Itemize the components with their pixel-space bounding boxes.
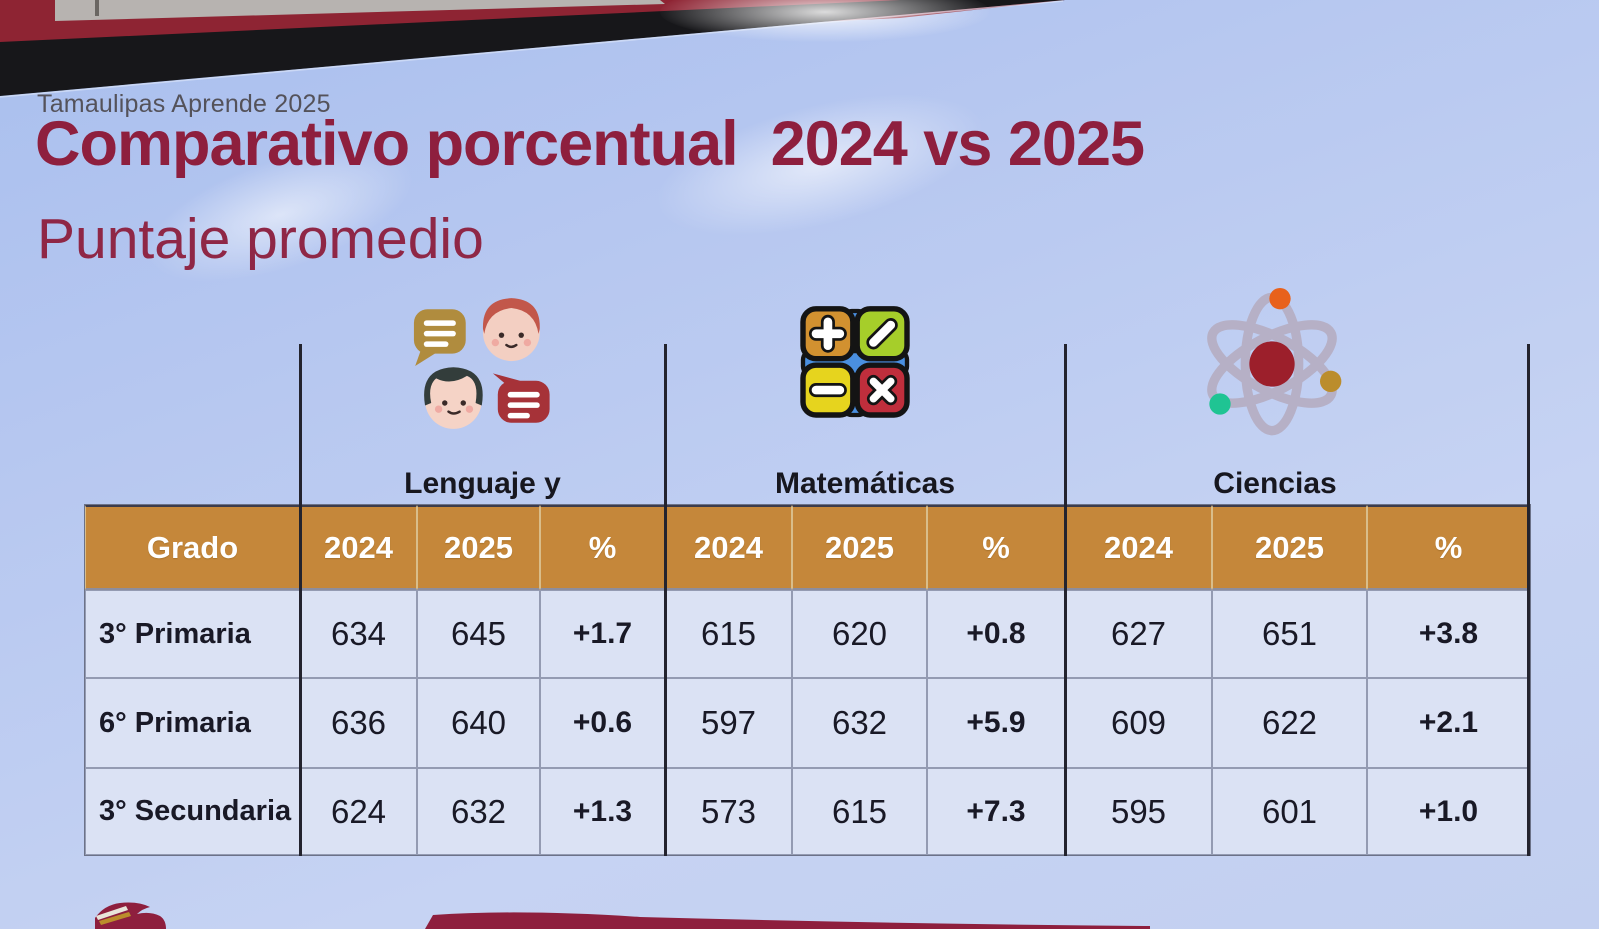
table-cell: 640 bbox=[417, 678, 540, 768]
table-cell: 627 bbox=[1065, 590, 1212, 678]
table-cell: 645 bbox=[417, 590, 540, 678]
table-cell: 636 bbox=[300, 678, 417, 768]
score-table: Grado 2024 2025 % 2024 2025 % 2024 2025 … bbox=[84, 504, 1531, 856]
row-label: 3° Secundaria bbox=[85, 768, 300, 855]
table-cell: 620 bbox=[792, 590, 927, 678]
table-cell: 622 bbox=[1212, 678, 1367, 768]
table-cell: +5.9 bbox=[927, 678, 1065, 768]
table-cell: 595 bbox=[1065, 768, 1212, 855]
table-cell: +3.8 bbox=[1367, 590, 1530, 678]
table-cell: 632 bbox=[417, 768, 540, 855]
table-cell: +0.6 bbox=[540, 678, 665, 768]
conversation-icon bbox=[413, 298, 550, 429]
subject-label-lenguaje: Lenguaje y Comunicación bbox=[379, 467, 586, 540]
header-lenguaje-2024: 2024 bbox=[300, 505, 417, 590]
header-matematicas-2025: 2025 bbox=[792, 505, 927, 590]
atom-icon bbox=[1207, 288, 1342, 436]
header-matematicas-pct: % bbox=[927, 505, 1065, 590]
slide-title: Comparativo porcentual 2024 vs 2025 bbox=[35, 109, 1145, 179]
table-cell: +0.8 bbox=[927, 590, 1065, 678]
table-cell: +1.0 bbox=[1367, 768, 1530, 855]
header-matematicas-2024: 2024 bbox=[665, 505, 792, 590]
table-cell: 601 bbox=[1212, 768, 1367, 855]
row-label: 3° Primaria bbox=[85, 590, 300, 678]
bezel-glare bbox=[660, 0, 990, 42]
table-cell: +7.3 bbox=[927, 768, 1065, 855]
table-cell: 624 bbox=[300, 768, 417, 855]
header-lenguaje-2025: 2025 bbox=[417, 505, 540, 590]
header-lenguaje-pct: % bbox=[540, 505, 665, 590]
table-cell: 615 bbox=[792, 768, 927, 855]
table-cell: 597 bbox=[665, 678, 792, 768]
table-cell: 615 bbox=[665, 590, 792, 678]
table-cell: 634 bbox=[300, 590, 417, 678]
table-cell: +2.1 bbox=[1367, 678, 1530, 768]
table-cell: 632 bbox=[792, 678, 927, 768]
group-divider-line bbox=[1064, 344, 1067, 856]
table-cell: 651 bbox=[1212, 590, 1367, 678]
table-cell: +1.7 bbox=[540, 590, 665, 678]
subject-label-ciencias: Ciencias bbox=[1213, 467, 1337, 500]
header-ciencias-pct: % bbox=[1367, 505, 1530, 590]
row-label: 6° Primaria bbox=[85, 678, 300, 768]
group-divider-line bbox=[664, 344, 667, 856]
header-ciencias-2025: 2025 bbox=[1212, 505, 1367, 590]
table-cell: +1.3 bbox=[540, 768, 665, 855]
slide-subtitle: Puntaje promedio bbox=[37, 207, 484, 271]
table-cell: 573 bbox=[665, 768, 792, 855]
table-right-edge-line bbox=[1527, 344, 1530, 856]
subject-label-matematicas: Matemáticas bbox=[774, 467, 956, 500]
table-cell: 609 bbox=[1065, 678, 1212, 768]
header-grado: Grado bbox=[85, 505, 300, 590]
header-ciencias-2024: 2024 bbox=[1065, 505, 1212, 590]
group-divider-line bbox=[299, 344, 302, 856]
math-operations-icon bbox=[800, 306, 910, 418]
